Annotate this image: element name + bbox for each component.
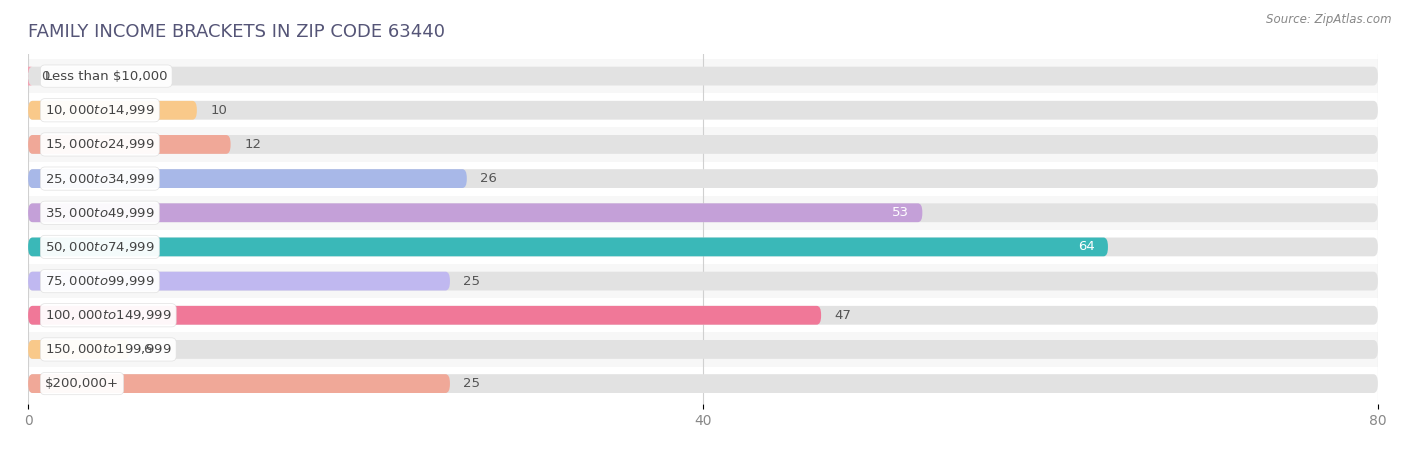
Bar [28,59,1378,93]
Bar [28,298,1378,332]
Text: $15,000 to $24,999: $15,000 to $24,999 [45,137,155,151]
Bar [28,264,1378,298]
Text: $35,000 to $49,999: $35,000 to $49,999 [45,206,155,220]
Bar [28,162,1378,196]
Text: FAMILY INCOME BRACKETS IN ZIP CODE 63440: FAMILY INCOME BRACKETS IN ZIP CODE 63440 [28,23,446,41]
FancyBboxPatch shape [28,306,821,325]
Text: $10,000 to $14,999: $10,000 to $14,999 [45,103,155,117]
FancyBboxPatch shape [28,374,1378,393]
FancyBboxPatch shape [28,169,1378,188]
FancyBboxPatch shape [24,67,32,85]
FancyBboxPatch shape [28,306,1378,325]
FancyBboxPatch shape [28,340,1378,359]
Text: $25,000 to $34,999: $25,000 to $34,999 [45,172,155,185]
Text: Less than $10,000: Less than $10,000 [45,70,167,83]
Text: 6: 6 [143,343,152,356]
Text: $150,000 to $199,999: $150,000 to $199,999 [45,343,172,357]
Text: Source: ZipAtlas.com: Source: ZipAtlas.com [1267,13,1392,26]
FancyBboxPatch shape [28,101,1378,119]
Bar [28,366,1378,401]
Bar [28,93,1378,128]
FancyBboxPatch shape [28,169,467,188]
Text: 64: 64 [1077,240,1094,253]
FancyBboxPatch shape [28,203,922,222]
FancyBboxPatch shape [28,374,450,393]
FancyBboxPatch shape [28,272,450,291]
Text: 25: 25 [464,275,481,288]
Text: $100,000 to $149,999: $100,000 to $149,999 [45,308,172,322]
Bar [28,230,1378,264]
FancyBboxPatch shape [28,67,1378,85]
Text: $50,000 to $74,999: $50,000 to $74,999 [45,240,155,254]
Text: 47: 47 [835,309,852,322]
Text: 10: 10 [211,104,228,117]
FancyBboxPatch shape [28,203,1378,222]
Bar [28,196,1378,230]
Text: 53: 53 [891,206,908,219]
FancyBboxPatch shape [28,135,231,154]
Bar [28,128,1378,162]
Text: $75,000 to $99,999: $75,000 to $99,999 [45,274,155,288]
FancyBboxPatch shape [28,340,129,359]
Text: 26: 26 [481,172,498,185]
FancyBboxPatch shape [28,135,1378,154]
Text: 12: 12 [245,138,262,151]
Text: 0: 0 [42,70,51,83]
Bar [28,332,1378,366]
Text: 25: 25 [464,377,481,390]
FancyBboxPatch shape [28,238,1378,256]
FancyBboxPatch shape [28,101,197,119]
FancyBboxPatch shape [28,238,1108,256]
FancyBboxPatch shape [28,272,1378,291]
Text: $200,000+: $200,000+ [45,377,120,390]
